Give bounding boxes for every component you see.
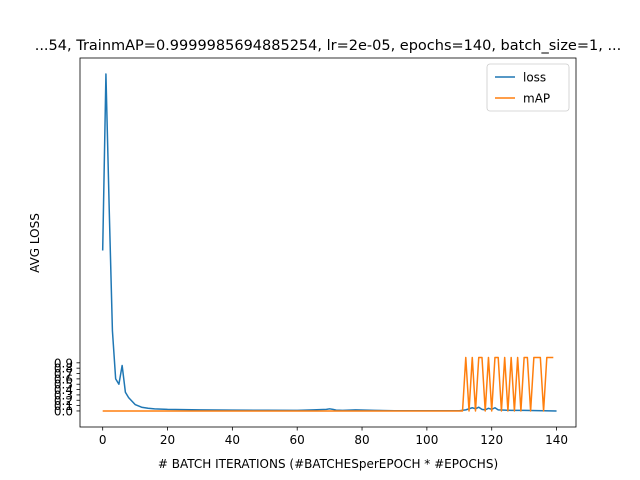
x-axis-label: # BATCH ITERATIONS (#BATCHESperEPOCH * #… (158, 457, 498, 471)
y-tick-label: 0.6 (54, 372, 73, 386)
series-layer (101, 73, 557, 412)
y-axis-label: AVG LOSS (28, 213, 42, 273)
x-tick-label: 60 (290, 433, 305, 447)
legend: loss mAP (486, 63, 570, 112)
x-tick-label: 120 (480, 433, 503, 447)
y-tick-label: 0.1 (54, 399, 73, 413)
y-tick-label: 0.0 (54, 404, 73, 418)
y-tick-label: 0.3 (54, 388, 73, 402)
x-axis: 0 20 40 60 80 100 120 140 (99, 427, 568, 447)
y-axis: 0.00.10.20.30.40.50.60.70.80.9 (54, 356, 80, 418)
x-tick-label: 0 (99, 433, 107, 447)
x-tick-label: 140 (545, 433, 568, 447)
x-tick-label: 40 (225, 433, 240, 447)
x-tick-label: 20 (160, 433, 175, 447)
y-tick-label: 0.5 (54, 378, 73, 392)
y-tick-label: 0.2 (54, 394, 73, 408)
x-tick-label: 100 (415, 433, 438, 447)
plot-frame (79, 57, 577, 428)
legend-label-loss: loss (523, 71, 546, 85)
y-tick-label: 0.9 (54, 356, 73, 370)
series-line-loss (101, 73, 557, 412)
series-line-mAP (102, 356, 554, 412)
legend-label-mAP: mAP (523, 92, 550, 106)
y-tick-label: 0.7 (54, 367, 73, 381)
y-tick-label: 0.4 (54, 383, 73, 397)
x-tick-label: 80 (354, 433, 369, 447)
y-tick-label: 0.8 (54, 362, 73, 376)
chart-title: ...54, TrainmAP=0.9999985694885254, lr=2… (35, 38, 622, 54)
legend-box (486, 63, 570, 112)
